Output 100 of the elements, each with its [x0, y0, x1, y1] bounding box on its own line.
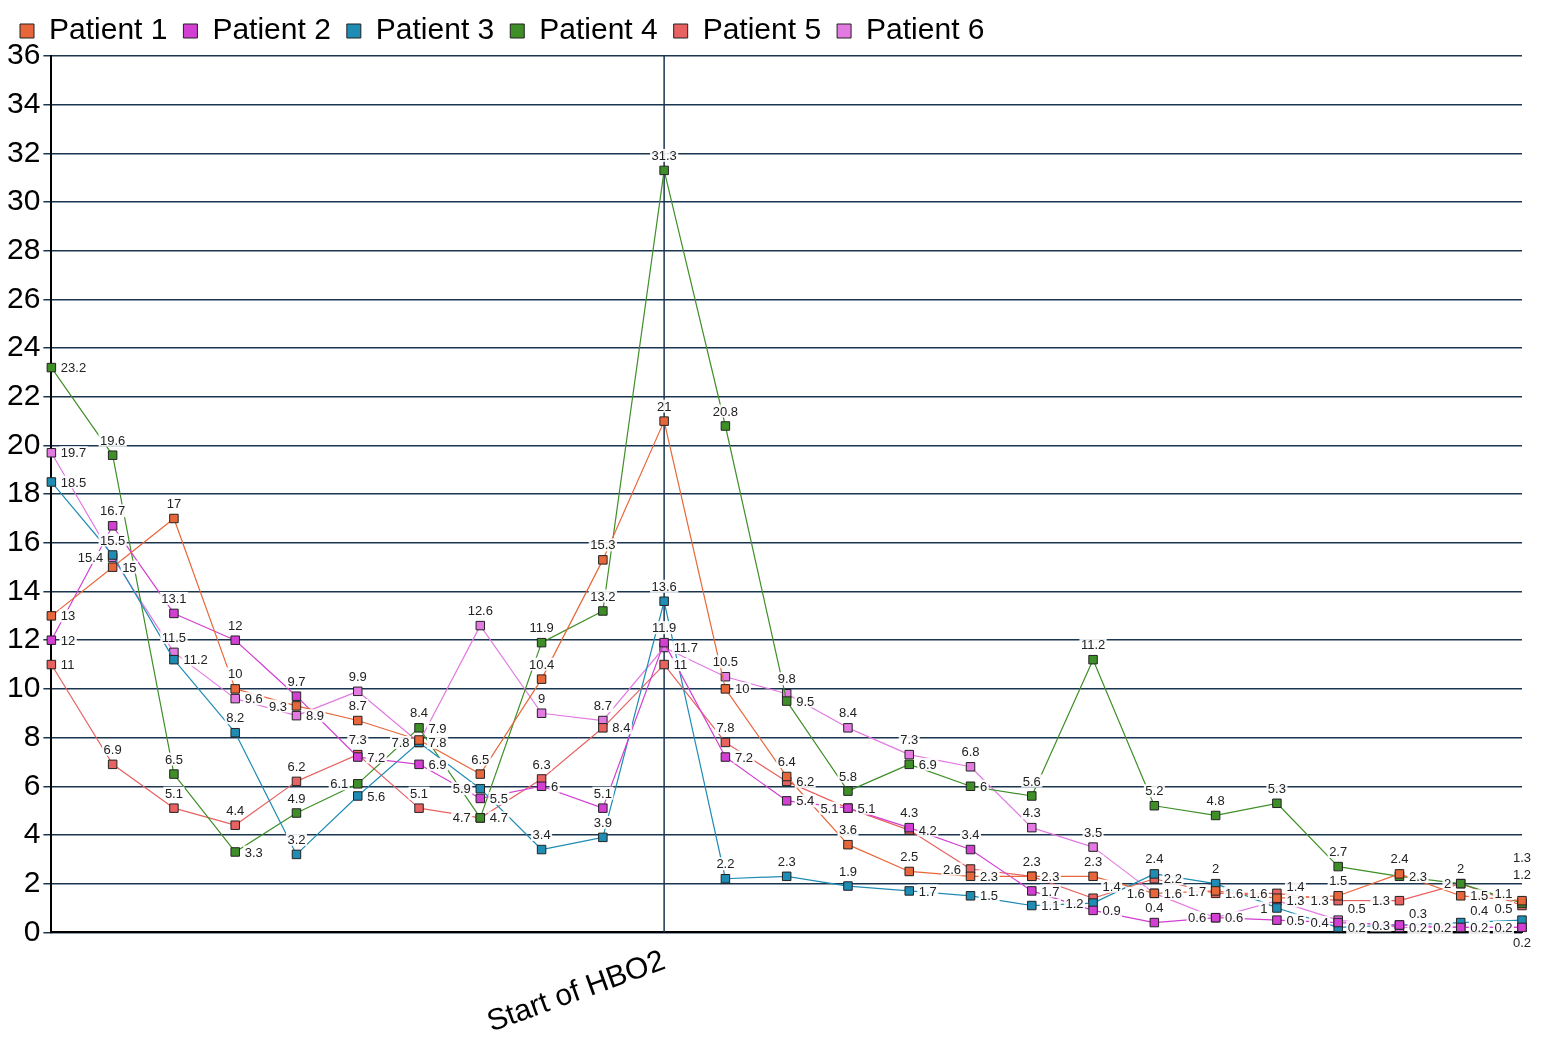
- y-tick-label: 0: [23, 913, 41, 947]
- data-label: 1.5: [1329, 873, 1348, 889]
- data-label: 9.5: [796, 693, 815, 709]
- data-label: 3.9: [593, 814, 612, 830]
- y-tick-label: 6: [23, 767, 41, 801]
- data-label: 6.3: [532, 756, 551, 772]
- data-label: 19.6: [99, 432, 126, 448]
- y-tick-label: 2: [23, 864, 41, 898]
- data-label: 8.4: [838, 705, 857, 721]
- data-label: 11.9: [651, 620, 677, 636]
- y-tick-label: 34: [6, 85, 41, 119]
- data-label: 10.5: [712, 654, 739, 670]
- data-label: 10: [227, 666, 243, 682]
- data-label: 11.2: [1080, 637, 1106, 653]
- data-label: 19.7: [60, 445, 87, 461]
- data-label: 0.6: [1188, 910, 1207, 926]
- data-label: 10: [734, 681, 750, 697]
- data-label: 0.2: [1494, 920, 1513, 936]
- data-label: 2.3: [1022, 853, 1041, 869]
- data-label: 5.1: [164, 785, 183, 801]
- data-label: 7.3: [900, 732, 919, 748]
- data-label: 7.3: [348, 732, 367, 748]
- y-tick-label: 32: [6, 134, 41, 168]
- data-label: 8.7: [348, 698, 367, 714]
- data-label: 13.2: [590, 588, 616, 604]
- data-label: 9.8: [777, 671, 796, 687]
- data-label: 0.4: [1145, 900, 1164, 916]
- data-label: 13.1: [161, 591, 187, 606]
- data-label: 1.3: [1286, 893, 1305, 909]
- data-label: 1.1: [1041, 898, 1060, 914]
- data-label: 11.7: [673, 640, 698, 656]
- legend-label: Patient 3: [375, 12, 495, 46]
- data-label: 0.4: [1310, 915, 1329, 931]
- data-label: 1.3: [1512, 850, 1532, 866]
- data-label: 3.4: [961, 827, 980, 843]
- data-label: 6.5: [164, 751, 183, 767]
- data-label: 3.4: [532, 827, 551, 843]
- y-tick-label: 16: [6, 524, 41, 558]
- data-label: 0.9: [1102, 902, 1121, 918]
- data-label: 6.5: [471, 751, 490, 767]
- data-label: 1.2: [1512, 866, 1532, 882]
- data-label: 6.9: [428, 756, 447, 772]
- data-label: 8.7: [593, 698, 612, 714]
- data-label: 11.5: [161, 629, 187, 645]
- data-label: 5.8: [838, 768, 857, 784]
- data-label: 4.7: [452, 810, 471, 826]
- y-tick-label: 20: [6, 426, 41, 460]
- data-label: 0.3: [1408, 905, 1428, 921]
- data-label: 0.4: [1470, 903, 1489, 919]
- data-label: 7.9: [428, 720, 447, 736]
- data-label: 21: [656, 398, 672, 414]
- data-label: 2.3: [1408, 868, 1428, 884]
- data-label: 6.8: [961, 744, 980, 760]
- data-label: 1.6: [1163, 885, 1182, 901]
- data-label: 8.4: [409, 705, 429, 721]
- y-tick-label: 26: [6, 280, 41, 314]
- data-label: 6.4: [777, 754, 796, 770]
- data-label: 1.9: [838, 863, 857, 879]
- y-tick-label: 28: [6, 232, 41, 265]
- data-label: 5.1: [409, 785, 429, 801]
- data-label: 2.7: [1329, 844, 1348, 860]
- y-tick-label: 12: [6, 621, 41, 655]
- data-label: 6.9: [918, 756, 937, 772]
- data-label: 4.3: [900, 805, 919, 821]
- data-label: 6: [980, 778, 988, 794]
- data-label: 2.3: [1084, 853, 1103, 869]
- data-label: 0.2: [1470, 920, 1489, 936]
- data-label: 11: [673, 657, 688, 673]
- data-label: 12: [60, 632, 76, 648]
- data-label: 0.5: [1494, 900, 1513, 916]
- data-label: 0.2: [1347, 920, 1366, 936]
- data-label: 12: [227, 617, 243, 633]
- data-label: 1.4: [1286, 878, 1305, 894]
- data-label: 7.8: [428, 735, 447, 751]
- data-label: 8.2: [226, 710, 245, 726]
- data-label: 2: [1212, 861, 1220, 877]
- data-label: 3.2: [287, 831, 306, 847]
- data-label: 2.3: [1041, 868, 1060, 884]
- data-label: 16.7: [99, 503, 126, 519]
- data-label: 9.6: [244, 691, 263, 707]
- data-label: 4.9: [287, 790, 306, 806]
- data-label: 0.5: [1286, 912, 1305, 928]
- legend-label: Patient 2: [212, 12, 331, 46]
- data-label: 4.7: [489, 810, 508, 826]
- data-label: 1.6: [1225, 885, 1244, 901]
- legend-label: Patient 1: [49, 12, 168, 46]
- data-label: 7.2: [367, 749, 386, 765]
- data-label: 20.8: [712, 403, 739, 419]
- data-label: 2.5: [900, 849, 919, 865]
- data-label: 0.5: [1347, 900, 1366, 916]
- y-tick-label: 30: [6, 183, 41, 217]
- data-label: 2.2: [1163, 871, 1182, 887]
- data-label: 5.3: [1267, 780, 1286, 796]
- data-label: 6.9: [103, 741, 122, 757]
- data-label: 13: [60, 608, 76, 624]
- data-label: 8.9: [305, 708, 325, 724]
- data-label: 15.5: [99, 532, 126, 548]
- legend-label: Patient 4: [539, 12, 658, 46]
- data-label: 5.1: [820, 800, 839, 816]
- data-label: 9: [537, 690, 546, 706]
